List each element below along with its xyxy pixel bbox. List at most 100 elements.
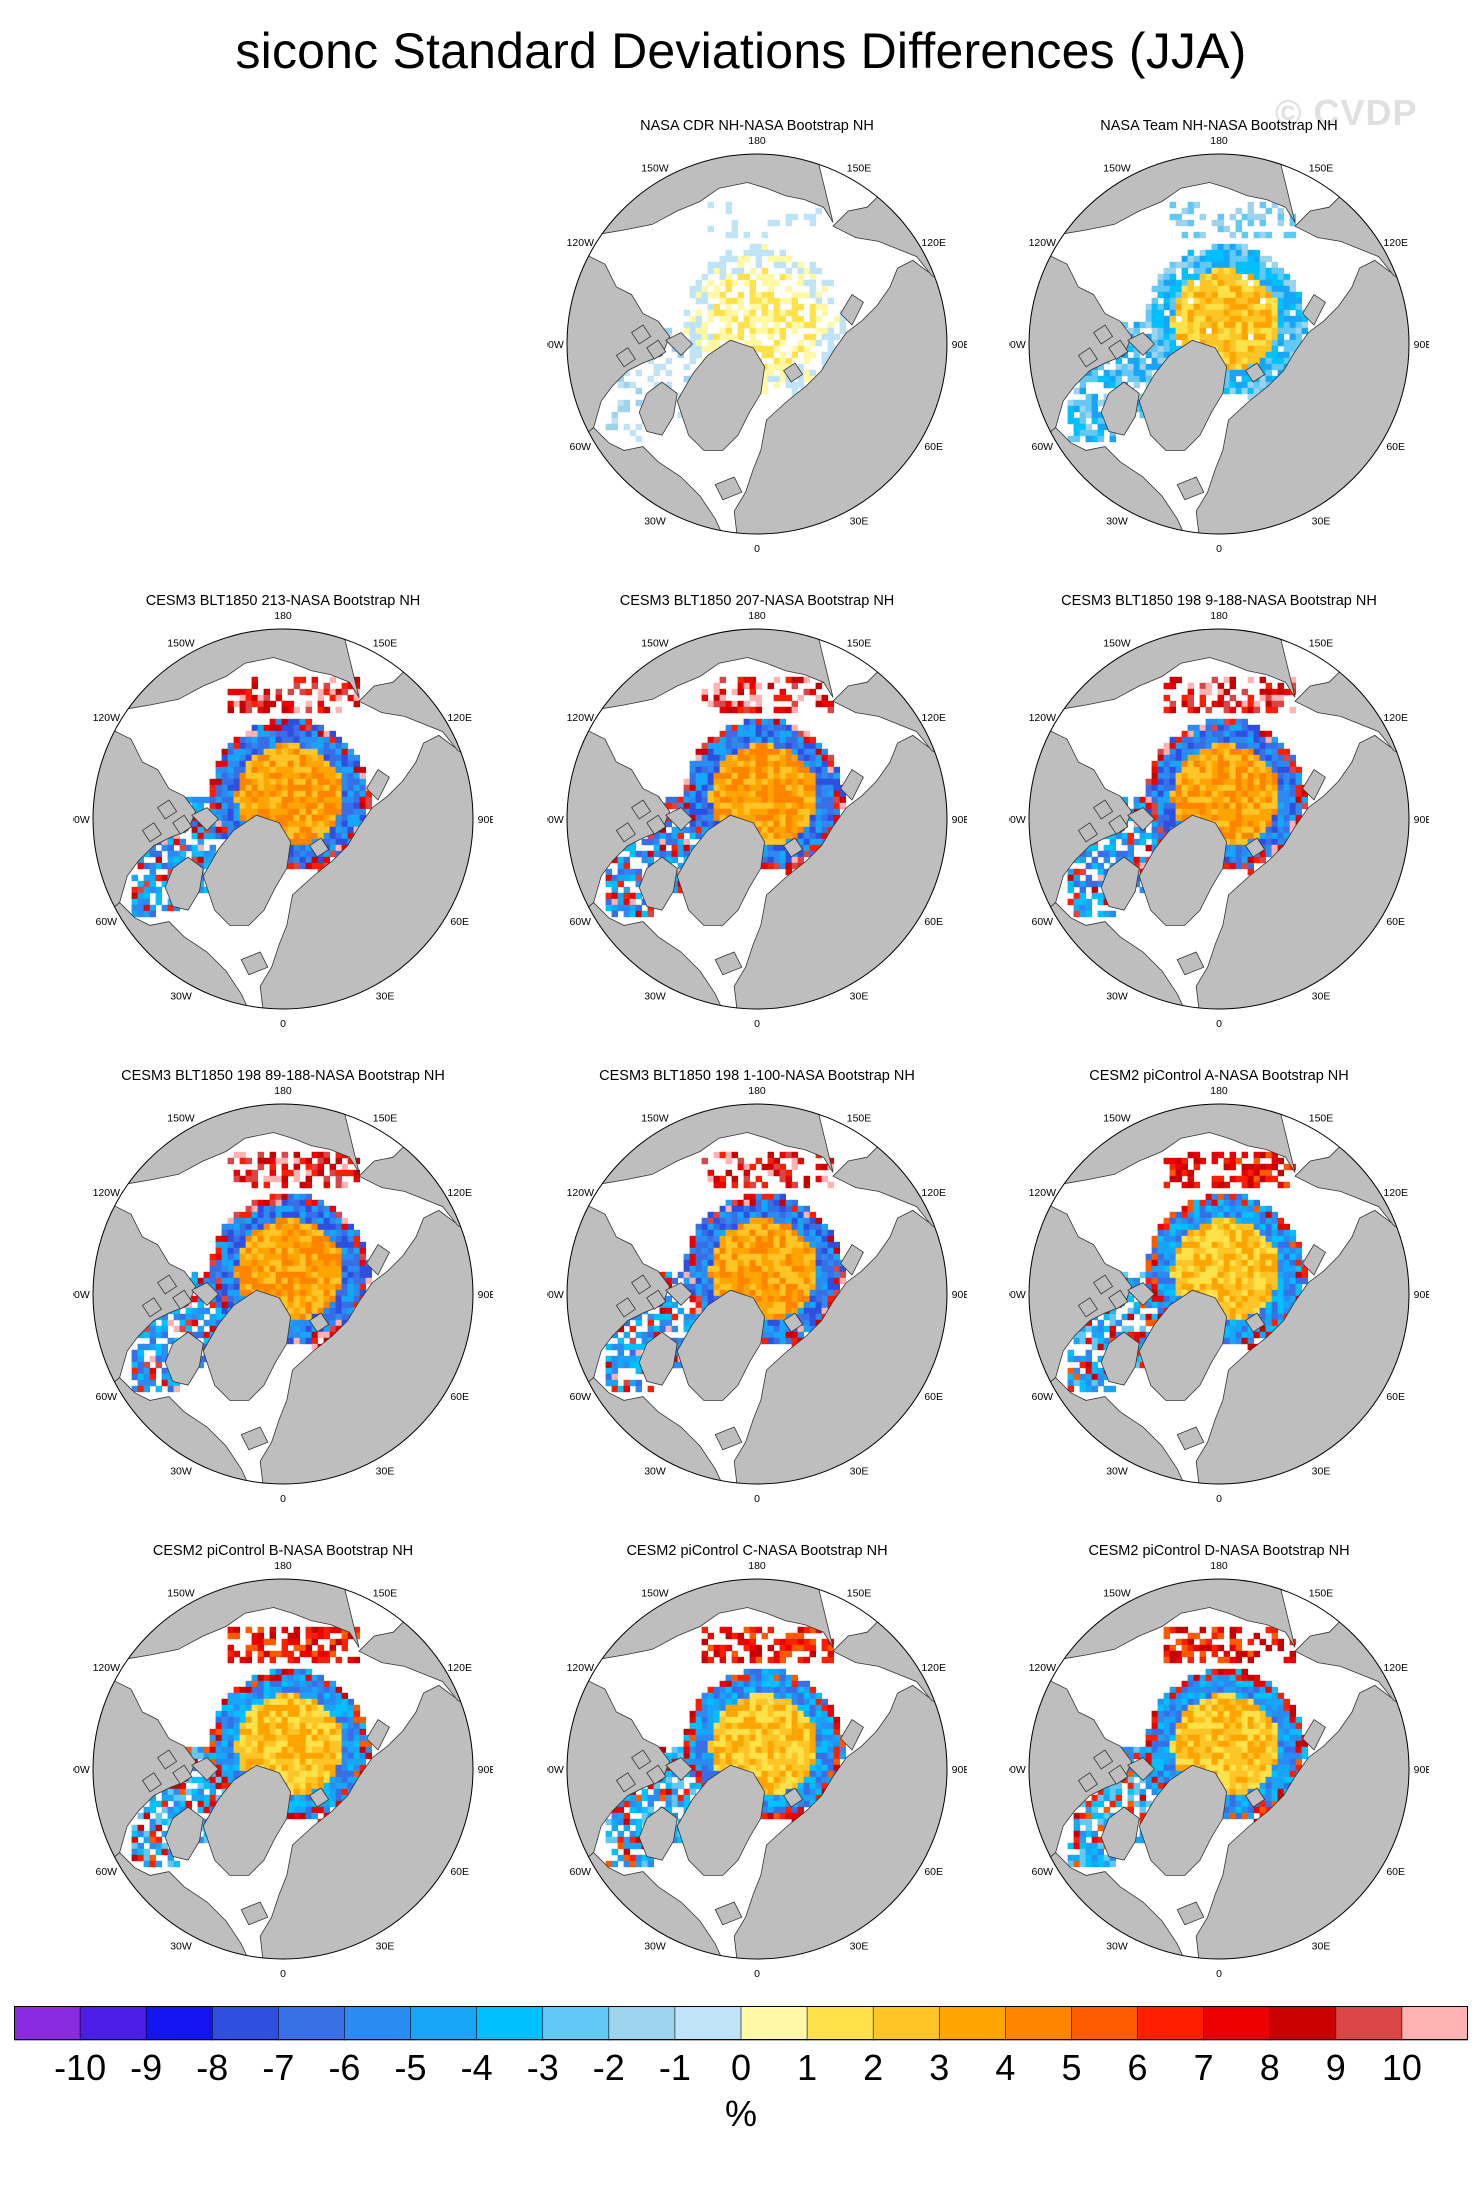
longitude-label: 60W <box>96 1866 118 1878</box>
map-border <box>566 1103 948 1485</box>
longitude-label: 150E <box>1309 1112 1334 1124</box>
longitude-label: 60E <box>450 1866 469 1878</box>
longitude-label: 60W <box>570 916 592 928</box>
longitude-label: 150W <box>1103 1112 1131 1124</box>
map-border <box>92 628 474 1010</box>
longitude-label: 180 <box>748 610 766 622</box>
panel-title: CESM2 piControl B-NASA Bootstrap NH <box>152 1543 414 1559</box>
colorbar <box>14 2006 1468 2041</box>
colorbar-swatch <box>344 2006 412 2041</box>
longitude-label: 120E <box>1383 1662 1408 1674</box>
colorbar-tick: 7 <box>1193 2047 1214 2088</box>
colorbar-swatch <box>1005 2006 1073 2041</box>
longitude-label: 150W <box>641 162 669 174</box>
colorbar-swatch <box>608 2006 676 2041</box>
polar-map: 180 150E 120E 90E 60E 30E 0 30W 60W 90W 120W 150W <box>73 610 493 1030</box>
longitude-label: 180 <box>274 610 292 622</box>
longitude-label: 180 <box>274 1085 292 1097</box>
colorbar-tick: -7 <box>262 2047 295 2088</box>
longitude-label: 120E <box>447 1187 472 1199</box>
longitude-label: 30W <box>1106 516 1128 528</box>
longitude-label: 90E <box>952 814 967 826</box>
colorbar-swatch <box>79 2006 147 2041</box>
longitude-label: 120E <box>447 712 472 724</box>
longitude-label: 120W <box>567 1187 595 1199</box>
colorbar-swatch <box>476 2006 544 2041</box>
longitude-label: 120W <box>1029 237 1057 249</box>
map-border <box>566 153 948 535</box>
map-panel: CESM3 BLT1850 213-NASA Bootstrap NH 180 15… <box>73 593 493 1063</box>
colorbar-tick: 10 <box>1381 2047 1422 2088</box>
longitude-label: 180 <box>748 1085 766 1097</box>
longitude-label: 0 <box>754 1493 760 1505</box>
longitude-label: 60E <box>924 1391 943 1403</box>
longitude-label: 120W <box>1029 712 1057 724</box>
longitude-label: 150W <box>641 1112 669 1124</box>
longitude-label: 30W <box>644 516 666 528</box>
longitude-label: 120W <box>567 1662 595 1674</box>
longitude-label: 120E <box>921 712 946 724</box>
colorbar-tick: 2 <box>863 2047 884 2088</box>
longitude-label: 120E <box>1383 237 1408 249</box>
siconc-field <box>131 1151 372 1393</box>
colorbar-tick: -1 <box>658 2047 691 2088</box>
longitude-label: 30W <box>1106 1941 1128 1953</box>
longitude-label: 0 <box>754 1018 760 1030</box>
map-panel: CESM3 BLT1850 198 1-100-NASA Bootstrap N… <box>547 1068 967 1538</box>
longitude-label: 0 <box>280 1018 286 1030</box>
longitude-label: 90E <box>478 814 493 826</box>
longitude-label: 150W <box>167 1587 195 1599</box>
colorbar-tick: -9 <box>130 2047 163 2088</box>
longitude-label: 90E <box>952 339 967 351</box>
longitude-label: 90E <box>952 1764 967 1776</box>
longitude-label: 90W <box>547 814 564 826</box>
longitude-label: 150E <box>1309 637 1334 649</box>
longitude-label: 120W <box>1029 1187 1057 1199</box>
longitude-label: 60E <box>1386 1866 1405 1878</box>
longitude-label: 120W <box>567 712 595 724</box>
longitude-label: 90W <box>547 1764 564 1776</box>
map-panel: CESM2 piControl B-NASA Bootstrap NH 180 15… <box>73 1543 493 2013</box>
polar-map: 180 150E 120E 90E 60E 30E 0 30W 60W 90W 120W 150W <box>1009 135 1429 555</box>
map-border <box>1028 1103 1410 1485</box>
colorbar-tick: 6 <box>1127 2047 1148 2088</box>
colorbar-tick: -5 <box>394 2047 427 2088</box>
map-border <box>1028 1578 1410 1960</box>
longitude-label: 90E <box>1414 1289 1429 1301</box>
panel-title: CESM2 piControl C-NASA Bootstrap NH <box>626 1543 888 1559</box>
colorbar-tick: 8 <box>1259 2047 1280 2088</box>
longitude-label: 150E <box>847 1587 872 1599</box>
colorbar-swatch <box>14 2006 81 2041</box>
colorbar-tick: 5 <box>1061 2047 1082 2088</box>
colorbar-tick: -8 <box>196 2047 229 2088</box>
longitude-label: 120W <box>1029 1662 1057 1674</box>
panel-title: CESM3 BLT1850 213-NASA Bootstrap NH <box>145 593 421 609</box>
longitude-label: 30W <box>170 991 192 1003</box>
longitude-label: 60E <box>1386 916 1405 928</box>
polar-map: 180 150E 120E 90E 60E 30E 0 30W 60W 90W 120W 150W <box>547 1560 967 1980</box>
longitude-label: 90W <box>73 1289 90 1301</box>
longitude-label: 120W <box>93 712 121 724</box>
longitude-label: 90E <box>1414 814 1429 826</box>
colorbar-tick: 3 <box>929 2047 950 2088</box>
longitude-label: 30E <box>1312 1941 1331 1953</box>
longitude-label: 120E <box>921 1662 946 1674</box>
longitude-label: 180 <box>1210 1560 1228 1572</box>
colorbar-tick: -3 <box>526 2047 559 2088</box>
longitude-label: 90W <box>73 1764 90 1776</box>
longitude-label: 30E <box>850 516 869 528</box>
longitude-label: 180 <box>274 1560 292 1572</box>
polar-map: 180 150E 120E 90E 60E 30E 0 30W 60W 90W 120W 150W <box>547 135 967 555</box>
longitude-label: 0 <box>280 1968 286 1980</box>
colorbar-swatch <box>1071 2006 1139 2041</box>
longitude-label: 90E <box>1414 339 1429 351</box>
longitude-label: 90W <box>73 814 90 826</box>
map-panel: NASA CDR NH-NASA Bootstrap NH 180 150E 120E… <box>547 118 967 588</box>
polar-map: 180 150E 120E 90E 60E 30E 0 30W 60W 90W 120W 150W <box>547 1085 967 1505</box>
map-panel: CESM3 BLT1850 207-NASA Bootstrap NH 180 15… <box>547 593 967 1063</box>
longitude-label: 90W <box>1009 1764 1026 1776</box>
longitude-label: 120W <box>567 237 595 249</box>
map-panel: CESM2 piControl C-NASA Bootstrap NH 180 15… <box>547 1543 967 2013</box>
longitude-label: 150W <box>167 1112 195 1124</box>
longitude-label: 60W <box>570 1391 592 1403</box>
